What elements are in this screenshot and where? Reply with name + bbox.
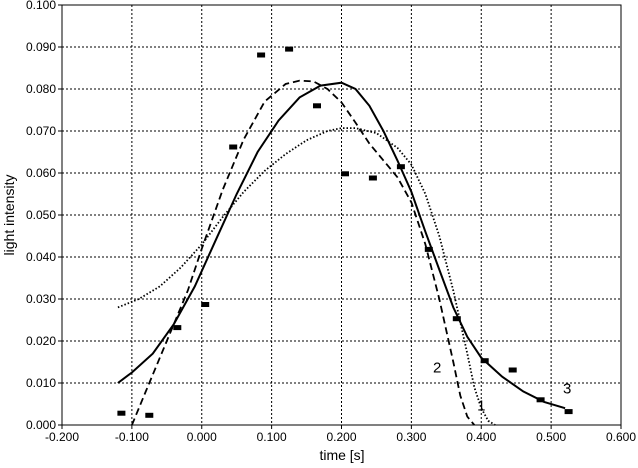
data-point [341,171,349,177]
y-tick-label: 0.080 [26,82,56,96]
y-tick-label: 0.020 [26,334,56,348]
data-point [313,103,321,109]
data-point [201,302,210,307]
x-tick-labels: -0.200 -0.100 0.000 0.100 0.200 0.300 0.400 0.5… [45,430,636,444]
y-tick-label: 0.050 [26,208,56,222]
x-tick-label: 0.400 [466,430,496,444]
y-tick-label: 0.030 [26,292,56,306]
data-points [117,46,573,418]
plot-frame [61,4,622,426]
x-axis-title: time [s] [319,447,364,463]
data-point [424,246,433,252]
data-point [396,164,405,170]
curve-label-1: 1 [477,397,485,414]
data-point [368,175,377,181]
y-tick-label: 0.040 [26,250,56,264]
data-point [508,367,517,373]
y-tick-label: 0.070 [26,124,56,138]
x-tick-label: -0.100 [115,430,149,444]
y-tick-labels: 0.000 0.010 0.020 0.030 0.040 0.050 0.060 0.070… [26,0,56,432]
data-point [173,325,182,331]
data-point [480,358,489,364]
data-point [564,409,573,415]
curve-1 [117,127,496,426]
curve-label-3: 3 [563,381,571,398]
x-tick-label: 0.300 [396,430,426,444]
data-point [145,412,154,418]
y-tick-label: 0.000 [26,418,56,432]
data-point [536,397,545,403]
y-tick-label: 0.010 [26,376,56,390]
data-point [117,410,126,416]
y-axis-title: light intensity [1,175,17,256]
curve-labels: 1 2 3 [433,360,571,415]
y-tick-label: 0.100 [26,0,56,12]
curves [117,79,566,426]
y-tick-label: 0.090 [26,40,56,54]
x-tick-label: 0.600 [606,430,636,444]
x-tick-label: 0.000 [187,430,217,444]
data-point [452,316,461,322]
x-tick-label: 0.100 [257,430,287,444]
curve-label-2: 2 [433,360,441,377]
data-point [257,52,266,58]
plot-border [61,4,622,426]
data-point [229,144,238,150]
x-tick-label: 0.200 [326,430,356,444]
data-point [285,46,294,52]
y-tick-label: 0.060 [26,166,56,180]
x-tick-label: 0.500 [536,430,566,444]
grid [58,4,622,429]
curve-3 [117,81,566,410]
curve-2 [131,79,475,426]
x-tick-label: -0.200 [45,430,79,444]
